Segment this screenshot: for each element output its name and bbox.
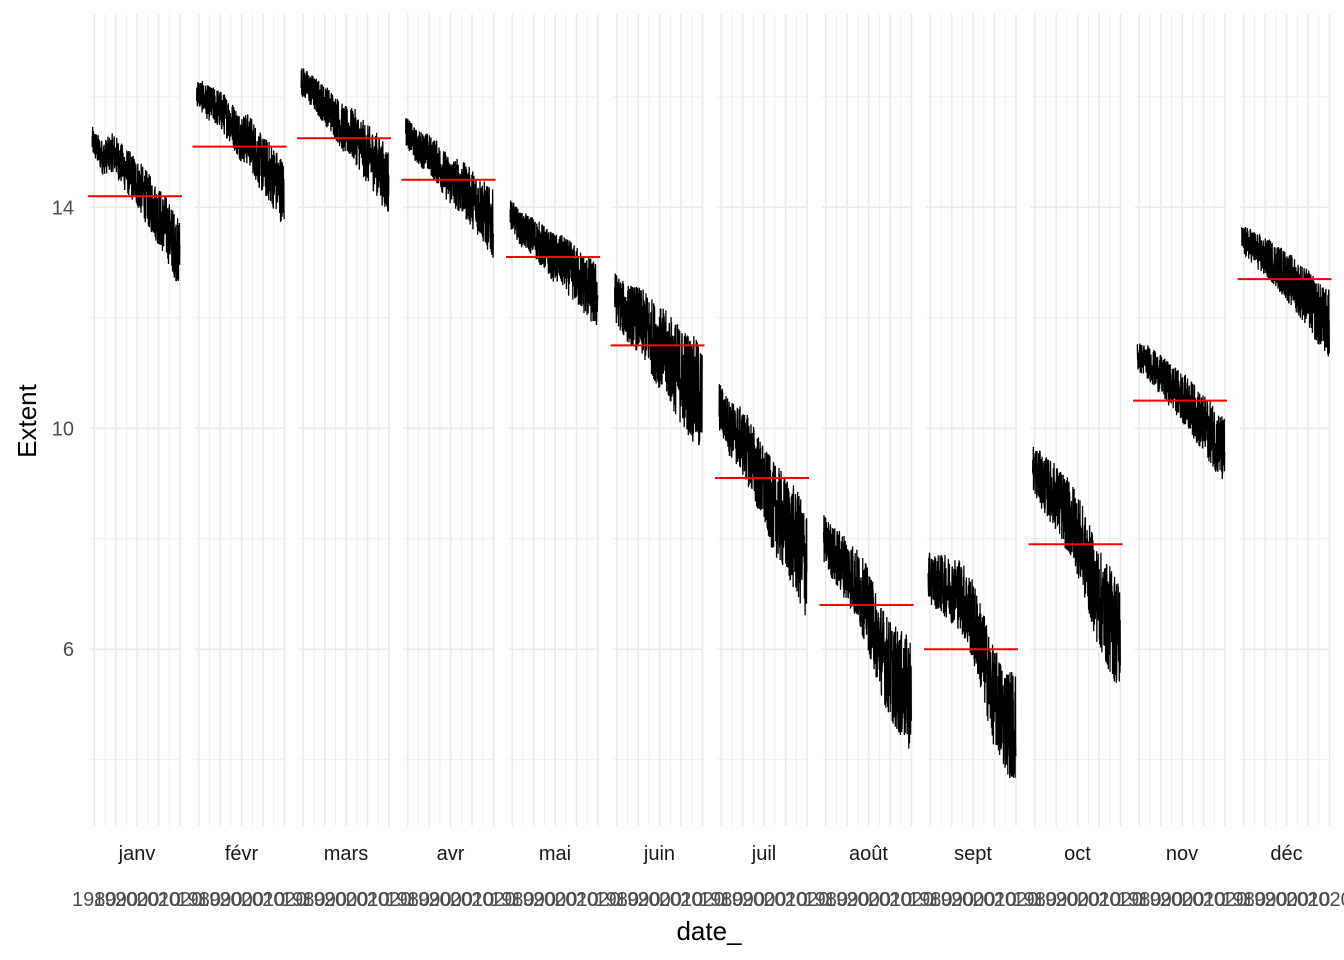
series-line-déc xyxy=(1240,226,1330,357)
x-tick-label: 1990 xyxy=(616,889,661,911)
series-line-mars xyxy=(300,68,390,212)
x-tick-label: 2000 xyxy=(951,889,996,911)
y-tick-label: 6 xyxy=(63,639,74,661)
month-label: sept xyxy=(954,843,992,865)
x-tick-label: 2000 xyxy=(533,889,578,911)
x-tick-label: 2010 xyxy=(136,889,181,911)
x-tick-label: 2000 xyxy=(637,889,682,911)
x-tick-label: 1990 xyxy=(511,889,556,911)
month-label: févr xyxy=(225,843,259,865)
x-tick-label: 2020 xyxy=(680,889,725,911)
month-label: mai xyxy=(539,843,571,865)
x-tick-label: 1990 xyxy=(720,889,765,911)
x-tick-label: 2010 xyxy=(1077,889,1122,911)
x-tick-label: 2000 xyxy=(115,889,160,911)
x-tick-label: 1980 xyxy=(281,889,326,911)
month-label: mars xyxy=(324,843,368,865)
series-line-nov xyxy=(1136,343,1226,479)
x-tick-label: 2020 xyxy=(994,889,1039,911)
x-tick-label: 1980 xyxy=(1013,889,1058,911)
x-tick-label: 1990 xyxy=(1243,889,1288,911)
x-tick-label: 1980 xyxy=(72,889,117,911)
x-tick-label: 2010 xyxy=(1181,889,1226,911)
x-tick-label: 1980 xyxy=(908,889,953,911)
x-tick-label: 1990 xyxy=(407,889,452,911)
series-line-janv xyxy=(91,126,181,282)
x-tick-label: 2000 xyxy=(1264,889,1309,911)
month-label: juin xyxy=(643,843,675,865)
x-tick-label: 2020 xyxy=(471,889,516,911)
month-label: août xyxy=(849,843,888,865)
x-tick-label: 2010 xyxy=(659,889,704,911)
x-tick-label: 1980 xyxy=(804,889,849,911)
month-label: juil xyxy=(751,843,776,865)
x-tick-label: 2010 xyxy=(345,889,390,911)
x-tick-label: 2020 xyxy=(1203,889,1248,911)
x-tick-label: 1990 xyxy=(302,889,347,911)
month-label: oct xyxy=(1064,843,1091,865)
series-line-juin xyxy=(613,273,703,446)
x-tick-label: 2000 xyxy=(324,889,369,911)
series-line-sept xyxy=(927,552,1017,778)
x-tick-label: 2010 xyxy=(450,889,495,911)
x-tick-label: 2000 xyxy=(428,889,473,911)
month-label: avr xyxy=(437,843,465,865)
x-tick-label: 2020 xyxy=(1307,889,1344,911)
x-tick-label: 2000 xyxy=(219,889,264,911)
x-tick-label: 1980 xyxy=(490,889,535,911)
y-axis-title: Extent xyxy=(12,383,42,457)
series-line-avr xyxy=(404,118,494,258)
x-tick-label: 2020 xyxy=(1098,889,1143,911)
x-tick-label: 1990 xyxy=(825,889,870,911)
x-tick-label: 2020 xyxy=(262,889,307,911)
label-layer: 61014janv19801990200020102020févr1980199… xyxy=(52,197,1344,911)
x-tick-label: 2010 xyxy=(868,889,913,911)
x-tick-label: 2010 xyxy=(1286,889,1331,911)
month-label: janv xyxy=(118,843,156,865)
x-tick-label: 2010 xyxy=(763,889,808,911)
y-tick-label: 14 xyxy=(52,197,74,219)
x-tick-label: 2020 xyxy=(367,889,412,911)
x-tick-label: 1990 xyxy=(1138,889,1183,911)
month-label: nov xyxy=(1166,843,1198,865)
series-line-oct xyxy=(1031,446,1121,683)
x-tick-label: 2000 xyxy=(846,889,891,911)
x-tick-label: 2000 xyxy=(742,889,787,911)
series-layer xyxy=(91,68,1330,778)
x-tick-label: 1980 xyxy=(699,889,744,911)
series-line-juil xyxy=(718,384,808,616)
x-tick-label: 1990 xyxy=(929,889,974,911)
grid-layer xyxy=(90,14,1331,826)
x-tick-label: 2000 xyxy=(1055,889,1100,911)
x-tick-label: 2010 xyxy=(241,889,286,911)
x-tick-label: 1980 xyxy=(1117,889,1162,911)
month-label: déc xyxy=(1270,843,1302,865)
x-tick-label: 1980 xyxy=(1222,889,1267,911)
series-line-févr xyxy=(195,81,285,222)
x-tick-label: 1990 xyxy=(93,889,138,911)
x-tick-label: 1990 xyxy=(1034,889,1079,911)
x-tick-label: 2020 xyxy=(889,889,934,911)
series-line-mai xyxy=(509,200,599,326)
x-tick-label: 1980 xyxy=(595,889,640,911)
x-tick-label: 2020 xyxy=(158,889,203,911)
x-tick-label: 2000 xyxy=(1160,889,1205,911)
x-tick-label: 1980 xyxy=(177,889,222,911)
x-tick-label: 2010 xyxy=(972,889,1017,911)
x-axis-title: date_ xyxy=(676,916,742,946)
x-tick-label: 1980 xyxy=(386,889,431,911)
mean-layer xyxy=(88,137,1332,651)
y-tick-label: 10 xyxy=(52,418,74,440)
x-tick-label: 1990 xyxy=(198,889,243,911)
x-tick-label: 2020 xyxy=(576,889,621,911)
x-tick-label: 2010 xyxy=(554,889,599,911)
x-tick-label: 2020 xyxy=(785,889,830,911)
